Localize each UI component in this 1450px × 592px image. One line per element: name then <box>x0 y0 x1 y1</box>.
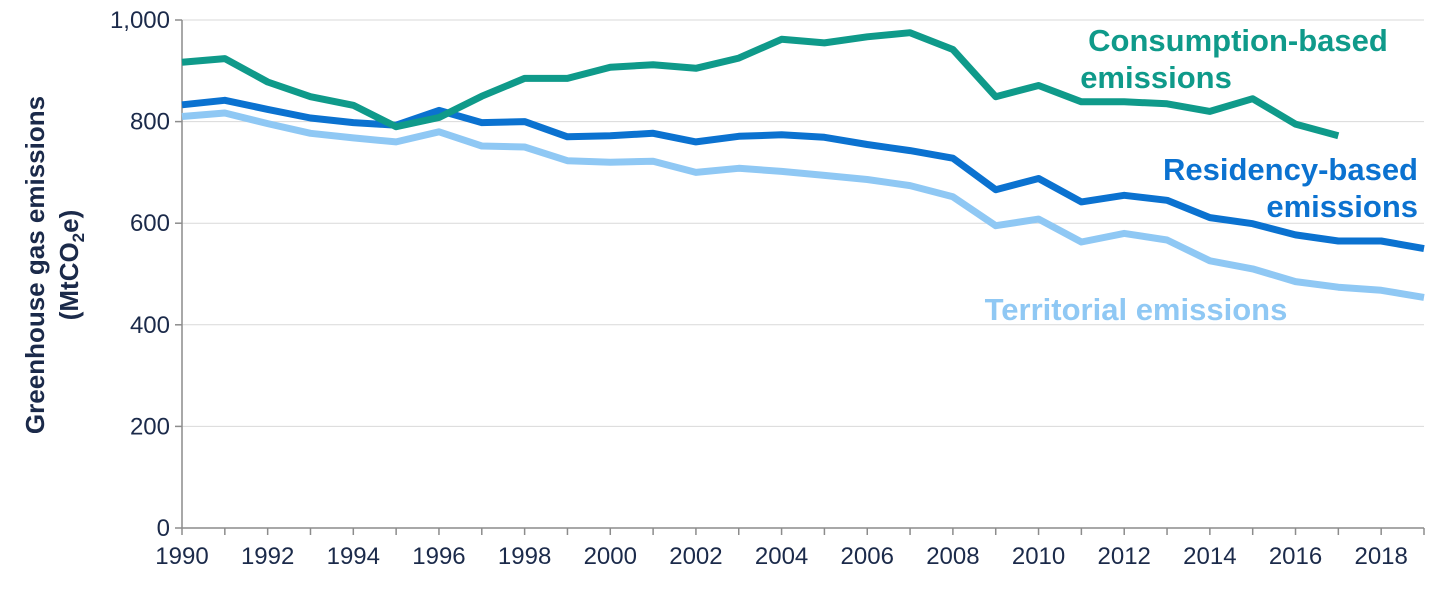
x-tick-label: 1998 <box>498 543 551 570</box>
x-tick-label: 2014 <box>1183 543 1236 570</box>
x-tick-label: 2010 <box>1012 543 1065 570</box>
y-tick-label: 0 <box>157 515 170 542</box>
x-tick-label: 1990 <box>155 543 208 570</box>
x-tick-label: 2004 <box>755 543 808 570</box>
x-tick-label: 1996 <box>412 543 465 570</box>
y-axis-unit-suffix: e) <box>54 210 84 233</box>
y-tick-label: 400 <box>130 312 170 339</box>
x-tick-label: 2002 <box>669 543 722 570</box>
y-axis-unit-subscript: 2 <box>69 233 88 242</box>
series-line-territorial <box>181 109 1425 301</box>
x-tick-label: 2012 <box>1098 543 1151 570</box>
x-tick-label: 2000 <box>584 543 637 570</box>
series-label-consumption-line2: emissions <box>1080 60 1232 95</box>
series-lines <box>181 29 1425 301</box>
y-axis-unit-prefix: (MtCO <box>54 242 84 320</box>
y-tick-label: 800 <box>130 109 170 136</box>
y-axis-ticks: 0 200 400 600 800 1,000 <box>110 7 182 542</box>
x-axis-ticks: 1990 1992 1994 1996 1998 2000 2002 2004 2006 2008… <box>155 528 1425 570</box>
series-label-consumption: Consumption-based <box>1088 23 1388 58</box>
series-line-consumption <box>181 29 1340 140</box>
series-label-residency: Residency-based <box>1163 152 1418 187</box>
y-axis-title: Greenhouse gas emissions <box>20 96 50 434</box>
x-tick-label: 2016 <box>1269 543 1322 570</box>
x-tick-label: 2008 <box>926 543 979 570</box>
x-tick-label: 1992 <box>241 543 294 570</box>
x-tick-label: 2006 <box>841 543 894 570</box>
x-tick-label: 2018 <box>1354 543 1407 570</box>
y-tick-label: 1,000 <box>110 7 170 34</box>
x-tick-label: 1994 <box>327 543 380 570</box>
y-tick-label: 200 <box>130 413 170 440</box>
series-label-residency-line2: emissions <box>1266 189 1418 224</box>
y-tick-label: 600 <box>130 210 170 237</box>
series-label-territorial: Territorial emissions <box>985 292 1288 327</box>
y-axis-unit: (MtCO2e) <box>54 210 88 321</box>
